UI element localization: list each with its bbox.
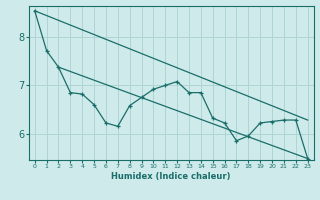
X-axis label: Humidex (Indice chaleur): Humidex (Indice chaleur) [111, 172, 231, 181]
